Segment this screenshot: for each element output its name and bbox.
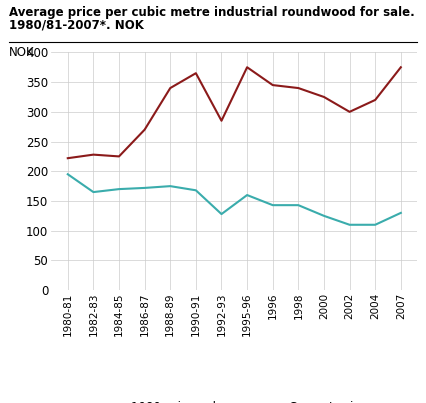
Current prices xyxy=(168,86,173,91)
Legend: 1980-price value, Current prices: 1980-price value, Current prices xyxy=(90,396,378,403)
1980-price value xyxy=(347,222,352,227)
1980-price value xyxy=(296,203,301,208)
Current prices xyxy=(245,65,250,70)
Line: Current prices: Current prices xyxy=(68,67,401,158)
Current prices xyxy=(142,127,147,132)
Current prices xyxy=(398,65,403,70)
1980-price value xyxy=(373,222,378,227)
Text: 1980/81-2007*. NOK: 1980/81-2007*. NOK xyxy=(9,18,144,31)
Text: NOK: NOK xyxy=(9,46,34,59)
1980-price value xyxy=(116,187,121,191)
Current prices xyxy=(321,95,326,100)
Current prices xyxy=(373,98,378,102)
Current prices xyxy=(347,109,352,114)
1980-price value xyxy=(245,193,250,197)
1980-price value xyxy=(270,203,275,208)
1980-price value xyxy=(398,210,403,215)
Current prices xyxy=(91,152,96,157)
Current prices xyxy=(193,71,199,76)
Current prices xyxy=(65,156,70,161)
Line: 1980-price value: 1980-price value xyxy=(68,174,401,225)
Current prices xyxy=(270,83,275,87)
1980-price value xyxy=(91,190,96,195)
Current prices xyxy=(296,86,301,91)
1980-price value xyxy=(142,185,147,190)
Current prices xyxy=(116,154,121,159)
1980-price value xyxy=(168,184,173,189)
1980-price value xyxy=(193,188,199,193)
1980-price value xyxy=(65,172,70,177)
Text: Average price per cubic metre industrial roundwood for sale.: Average price per cubic metre industrial… xyxy=(9,6,414,19)
1980-price value xyxy=(321,214,326,218)
1980-price value xyxy=(219,212,224,216)
Current prices xyxy=(219,118,224,123)
